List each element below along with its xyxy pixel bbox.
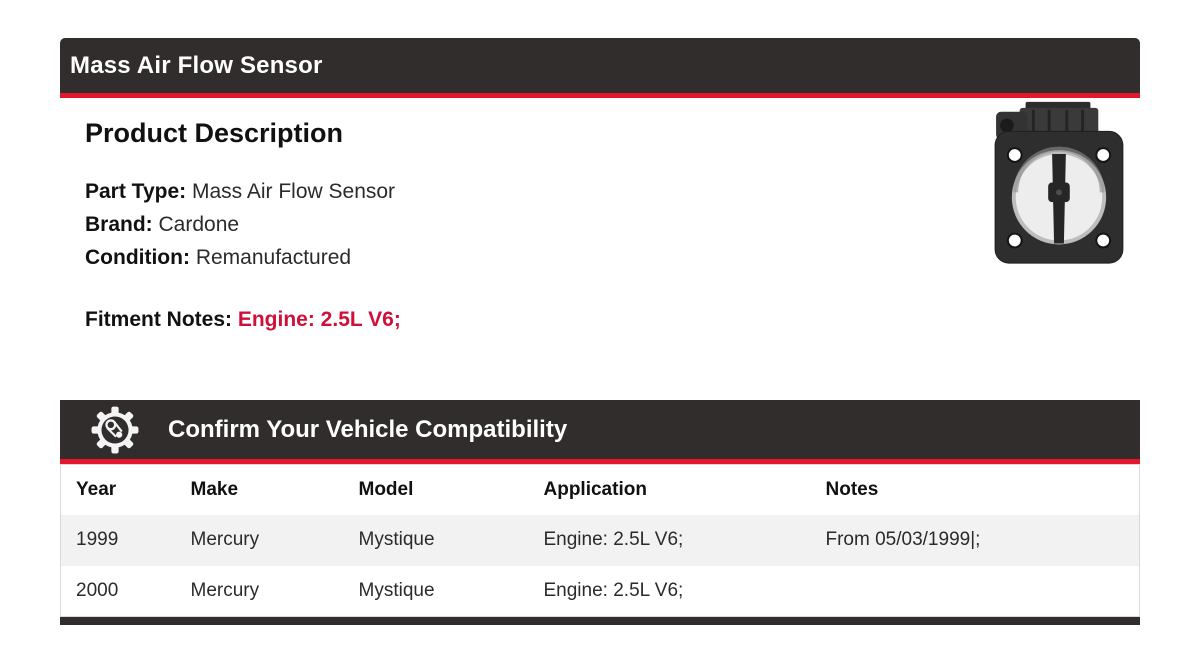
column-header-application: Application bbox=[528, 464, 811, 515]
table-cell: 1999 bbox=[60, 514, 176, 566]
part-type-label: Part Type: bbox=[85, 180, 187, 203]
table-row: 1999 Mercury Mystique Engine: 2.5L V6; From … bbox=[60, 514, 1140, 566]
table-cell: Mercury bbox=[190, 579, 260, 601]
column-header-year: Year bbox=[60, 464, 176, 515]
page-title: Mass Air Flow Sensor bbox=[70, 51, 323, 79]
gear-timing-chain-icon bbox=[91, 406, 139, 453]
column-header-model: Model bbox=[343, 464, 529, 515]
compatibility-heading: Confirm Your Vehicle Compatibility bbox=[168, 415, 568, 443]
part-type-field: Part Type: Mass Air Flow Sensor bbox=[85, 175, 1140, 208]
fitment-notes-label: Fitment Notes: bbox=[85, 308, 232, 331]
compatibility-table: Year Make Model Application Notes 1999 Mercur… bbox=[60, 464, 1140, 617]
product-image bbox=[994, 101, 1124, 264]
table-footer-bar bbox=[60, 617, 1140, 625]
table-cell: Mystique bbox=[358, 579, 435, 601]
condition-field: Condition: Remanufactured bbox=[85, 241, 1140, 274]
part-type-value: Mass Air Flow Sensor bbox=[191, 180, 396, 203]
table-cell: Engine: 2.5L V6; bbox=[528, 514, 811, 566]
table-cell: Engine: 2.5L V6; bbox=[543, 579, 684, 601]
brand-field: Brand: Cardone bbox=[85, 208, 1140, 241]
page-content: Mass Air Flow Sensor Product Description… bbox=[60, 38, 1140, 625]
table-cell bbox=[811, 566, 1140, 617]
product-description-heading: Product Description bbox=[85, 118, 344, 148]
compat-table-head-row: Year Make Model Application Notes bbox=[60, 464, 1140, 515]
table-row: 2000 Mercury Mystique Engine: 2.5L V6; bbox=[61, 566, 1140, 617]
product-description-section: Product Description Part Type: Mass Air … bbox=[60, 98, 1140, 348]
fitment-notes-value: Engine: 2.5L V6; bbox=[237, 308, 401, 331]
fitment-notes: Fitment Notes: Engine: 2.5L V6; bbox=[85, 308, 1140, 332]
compatibility-header: Confirm Your Vehicle Compatibility bbox=[60, 400, 1140, 464]
condition-label: Condition: bbox=[85, 246, 190, 269]
table-cell: Mystique bbox=[343, 514, 529, 566]
table-cell: From 05/03/1999|; bbox=[810, 514, 1140, 566]
condition-value: Remanufactured bbox=[195, 246, 352, 269]
table-cell: Mercury bbox=[175, 514, 344, 566]
table-cell: 2000 bbox=[76, 579, 119, 601]
product-title-bar: Mass Air Flow Sensor bbox=[60, 38, 1140, 98]
column-header-notes: Notes bbox=[810, 464, 1140, 515]
brand-value: Cardone bbox=[158, 213, 240, 236]
brand-label: Brand: bbox=[85, 213, 153, 236]
product-fields: Part Type: Mass Air Flow Sensor Brand: C… bbox=[85, 175, 1140, 274]
column-header-make: Make bbox=[175, 464, 344, 515]
